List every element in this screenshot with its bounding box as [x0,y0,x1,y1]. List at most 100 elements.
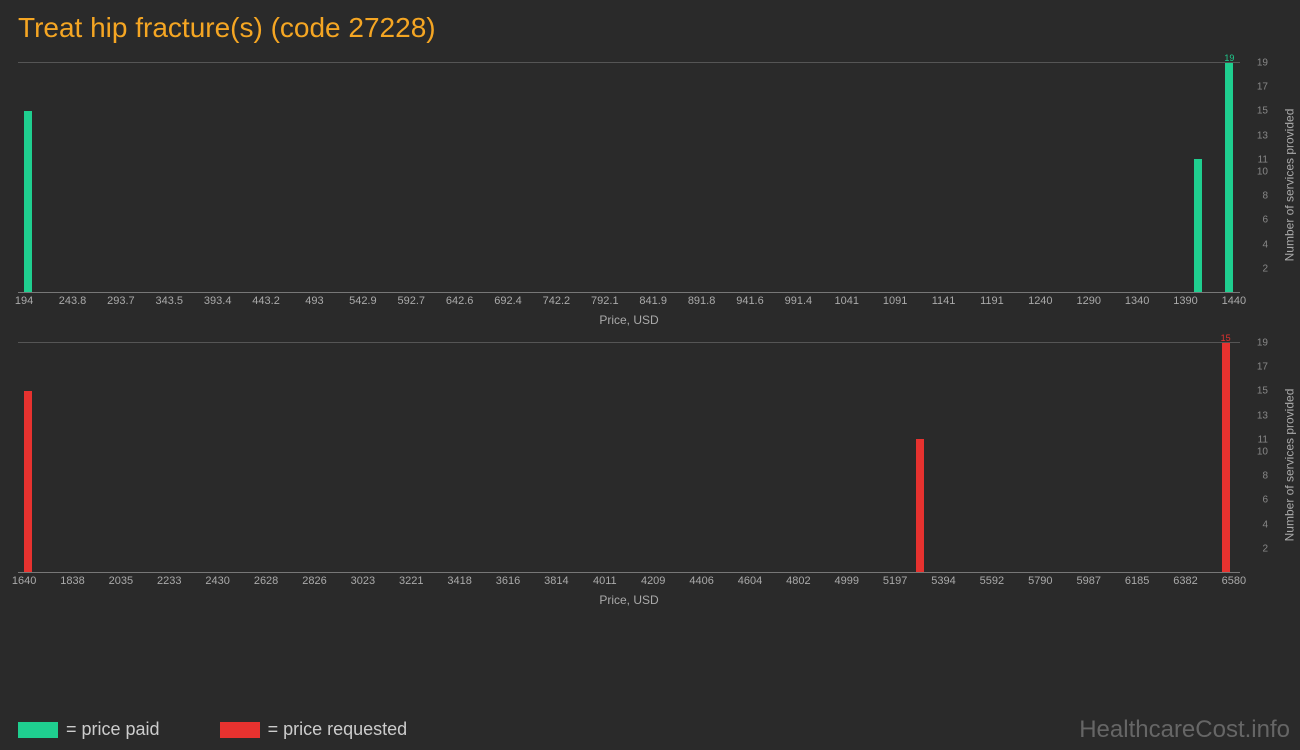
x-tick: 542.9 [349,295,377,307]
x-tick: 1440 [1222,295,1246,307]
x-tick: 4999 [835,575,859,587]
y-tick: 2 [1262,543,1268,554]
x-tick: 1340 [1125,295,1149,307]
bar [24,391,32,572]
y-tick: 19 [1257,58,1268,69]
x-tick: 1838 [60,575,84,587]
bar [24,111,32,292]
y-tick: 10 [1257,446,1268,457]
x-tick: 293.7 [107,295,135,307]
chart-plot: 152468101113151719Number of services pro… [18,343,1240,573]
x-tick: 5987 [1076,575,1100,587]
x-ticks: 1640183820352233243026282826302332213418… [18,573,1240,591]
x-tick: 5592 [980,575,1004,587]
x-tick: 841.9 [639,295,667,307]
x-tick: 493 [305,295,323,307]
y-tick: 4 [1262,519,1268,530]
y-tick: 15 [1257,386,1268,397]
y-tick: 13 [1257,410,1268,421]
x-tick: 4011 [593,575,617,587]
bar: 19 [1225,63,1233,292]
bar-value-label: 15 [1216,333,1236,343]
x-axis-label: Price, USD [18,313,1240,327]
x-tick: 991.4 [785,295,813,307]
x-tick: 3814 [544,575,568,587]
bar [1194,159,1202,292]
x-tick: 5197 [883,575,907,587]
y-tick: 2 [1262,263,1268,274]
y-tick: 6 [1262,215,1268,226]
x-tick: 642.6 [446,295,474,307]
x-tick: 1640 [12,575,36,587]
x-axis-label: Price, USD [18,593,1240,607]
x-tick: 1191 [980,295,1004,307]
x-tick: 3023 [351,575,375,587]
x-tick: 393.4 [204,295,232,307]
x-tick: 1041 [835,295,859,307]
x-tick: 4406 [689,575,713,587]
x-tick: 2430 [205,575,229,587]
x-ticks: 194243.8293.7343.5393.4443.2493542.9592.… [18,293,1240,311]
y-tick: 19 [1257,338,1268,349]
x-tick: 891.8 [688,295,716,307]
y-tick: 8 [1262,191,1268,202]
x-tick: 592.7 [397,295,425,307]
legend-swatch [220,722,260,738]
legend: = price paid = price requested [18,719,407,740]
y-tick: 11 [1258,154,1268,165]
chart-plot: 192468101113151719Number of services pro… [18,63,1240,293]
legend-item: = price requested [220,719,408,740]
x-tick: 243.8 [59,295,87,307]
y-tick: 17 [1257,362,1268,373]
chart-1: 152468101113151719Number of services pro… [18,342,1240,612]
y-tick: 17 [1257,82,1268,93]
y-tick: 13 [1257,130,1268,141]
x-tick: 3221 [399,575,423,587]
chart-0: 192468101113151719Number of services pro… [18,62,1240,332]
x-tick: 6185 [1125,575,1149,587]
x-tick: 6580 [1222,575,1246,587]
x-tick: 2628 [254,575,278,587]
charts-container: 192468101113151719Number of services pro… [0,62,1300,612]
y-axis-label: Number of services provided [1283,388,1297,541]
y-tick: 10 [1257,166,1268,177]
y-ticks: 2468101113151719 [1244,63,1268,293]
x-tick: 194 [15,295,33,307]
x-tick: 1290 [1076,295,1100,307]
x-tick: 5790 [1028,575,1052,587]
x-tick: 2826 [302,575,326,587]
y-tick: 6 [1262,495,1268,506]
x-tick: 5394 [931,575,955,587]
x-tick: 1390 [1173,295,1197,307]
bar [916,439,924,572]
x-tick: 4604 [738,575,762,587]
y-tick: 15 [1257,106,1268,117]
y-ticks: 2468101113151719 [1244,343,1268,573]
x-tick: 6382 [1173,575,1197,587]
x-tick: 4209 [641,575,665,587]
x-tick: 343.5 [156,295,184,307]
x-tick: 2035 [109,575,133,587]
y-tick: 11 [1258,434,1268,445]
x-tick: 941.6 [736,295,764,307]
bar: 15 [1222,343,1230,572]
x-tick: 1240 [1028,295,1052,307]
legend-item: = price paid [18,719,160,740]
x-tick: 742.2 [543,295,571,307]
legend-label: = price paid [66,719,160,740]
x-tick: 792.1 [591,295,619,307]
x-tick: 1091 [883,295,907,307]
x-tick: 1141 [932,295,956,307]
legend-swatch [18,722,58,738]
x-tick: 2233 [157,575,181,587]
x-tick: 4802 [786,575,810,587]
bar-value-label: 19 [1219,53,1239,63]
watermark: HealthcareCost.info [1079,716,1290,744]
x-tick: 3418 [447,575,471,587]
x-tick: 692.4 [494,295,522,307]
y-tick: 8 [1262,471,1268,482]
legend-label: = price requested [268,719,408,740]
chart-title: Treat hip fracture(s) (code 27228) [0,0,1300,52]
y-tick: 4 [1262,239,1268,250]
x-tick: 3616 [496,575,520,587]
